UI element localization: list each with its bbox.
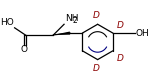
Text: D: D: [116, 54, 123, 63]
Polygon shape: [53, 32, 70, 35]
Text: O: O: [21, 45, 28, 54]
Text: D: D: [116, 21, 123, 30]
Text: NH: NH: [65, 14, 78, 23]
Text: HO: HO: [0, 18, 14, 27]
Text: D: D: [92, 64, 99, 73]
Text: 2: 2: [73, 16, 78, 25]
Text: D: D: [92, 11, 99, 20]
Text: OH: OH: [136, 29, 149, 38]
